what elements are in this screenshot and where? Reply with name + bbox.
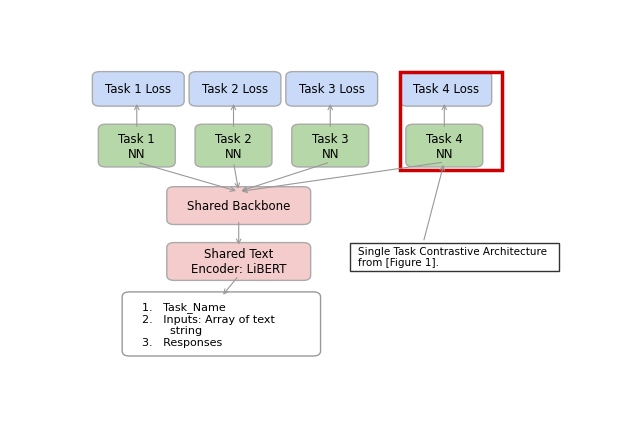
Text: Task 2
NN: Task 2 NN bbox=[215, 132, 252, 160]
Bar bbox=[350, 243, 559, 271]
FancyBboxPatch shape bbox=[292, 125, 369, 167]
FancyBboxPatch shape bbox=[189, 72, 281, 107]
Text: Shared Text
Encoder: LiBERT: Shared Text Encoder: LiBERT bbox=[191, 248, 287, 276]
Text: Task 1 Loss: Task 1 Loss bbox=[105, 83, 172, 96]
Text: Single Task Contrastive Architecture
from [Figure 1].: Single Task Contrastive Architecture fro… bbox=[358, 246, 547, 268]
FancyBboxPatch shape bbox=[99, 125, 175, 167]
Text: Task 1
NN: Task 1 NN bbox=[118, 132, 155, 160]
FancyBboxPatch shape bbox=[286, 72, 378, 107]
FancyBboxPatch shape bbox=[122, 292, 321, 356]
FancyBboxPatch shape bbox=[92, 72, 184, 107]
Text: Task 2 Loss: Task 2 Loss bbox=[202, 83, 268, 96]
Text: 1.   Task_Name
2.   Inputs: Array of text
        string
3.   Responses: 1. Task_Name 2. Inputs: Array of text st… bbox=[142, 302, 275, 347]
Text: Task 3
NN: Task 3 NN bbox=[312, 132, 349, 160]
FancyBboxPatch shape bbox=[167, 243, 310, 281]
Text: Task 4 Loss: Task 4 Loss bbox=[413, 83, 479, 96]
Bar bbox=[400, 72, 502, 171]
Text: Task 3 Loss: Task 3 Loss bbox=[299, 83, 365, 96]
Text: Task 4
NN: Task 4 NN bbox=[426, 132, 463, 160]
FancyBboxPatch shape bbox=[195, 125, 272, 167]
FancyBboxPatch shape bbox=[406, 125, 483, 167]
Text: Shared Backbone: Shared Backbone bbox=[187, 200, 291, 213]
FancyBboxPatch shape bbox=[167, 187, 310, 225]
FancyBboxPatch shape bbox=[400, 72, 492, 107]
